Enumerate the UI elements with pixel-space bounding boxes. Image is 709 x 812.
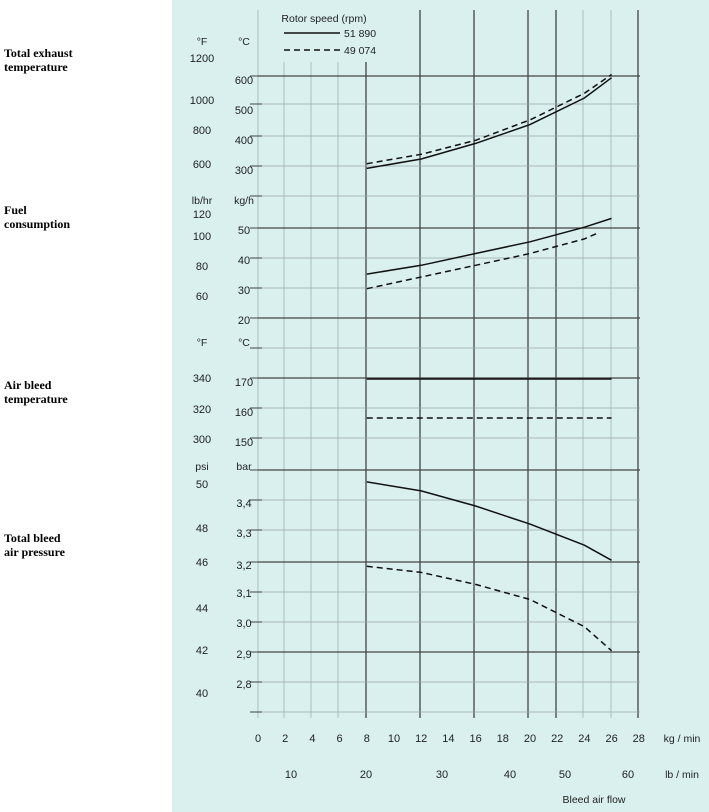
- x-tick-lb: 40: [504, 769, 516, 781]
- y-tick-right-airbleed: 150: [235, 437, 253, 449]
- y-tick-right-pressure: 2,8: [236, 679, 251, 691]
- y-tick-right-pressure: 3,4: [236, 498, 251, 510]
- x-tick-kg: 18: [497, 733, 509, 745]
- y-tick-left-airbleed: 300: [193, 434, 211, 446]
- y-tick-left-exhaust: 1200: [190, 53, 214, 65]
- y-tick-right-airbleed: 160: [235, 407, 253, 419]
- y-tick-right-pressure: 3,0: [236, 618, 251, 630]
- x-tick-kg: 6: [337, 733, 343, 745]
- x-tick-kg: 12: [415, 733, 427, 745]
- y-tick-left-pressure: 50: [196, 479, 208, 491]
- y-tick-left-exhaust: 600: [193, 159, 211, 171]
- y-tick-right-exhaust: 500: [235, 105, 253, 117]
- y-tick-left-fuel: 60: [196, 291, 208, 303]
- x-tick-lb: 60: [622, 769, 634, 781]
- y-tick-left-pressure: 48: [196, 523, 208, 535]
- legend-title: Rotor speed (rpm): [281, 13, 366, 25]
- x-axis-label: Bleed air flow: [562, 794, 625, 806]
- x-tick-kg: 20: [524, 733, 536, 745]
- series-line-pressure-dashed: [366, 565, 613, 652]
- y-unit-right-airbleed: °C: [238, 337, 250, 349]
- legend-entry-dashed: 49 074: [344, 45, 376, 57]
- series-line-fuel-solid: [366, 217, 612, 275]
- legend-entry-solid: 51 890: [344, 28, 376, 40]
- x-tick-lb: 10: [285, 769, 297, 781]
- label-air-bleed-temperature: Air bleed temperature: [4, 378, 68, 406]
- label-fuel-consumption: Fuel consumption: [4, 203, 71, 231]
- x-tick-kg: 0: [255, 733, 261, 745]
- x-tick-kg: 2: [282, 733, 288, 745]
- series-line-pressure-solid: [366, 481, 612, 561]
- y-unit-right-exhaust: °C: [238, 36, 250, 48]
- y-tick-right-exhaust: 400: [235, 135, 253, 147]
- y-tick-left-pressure: 40: [196, 688, 208, 700]
- y-unit-right-fuel: kg/h: [234, 195, 254, 207]
- y-tick-right-pressure: 3,3: [236, 528, 251, 540]
- x-tick-kg: 8: [364, 733, 370, 745]
- x-unit-lb: lb / min: [665, 769, 699, 781]
- x-tick-kg: 10: [388, 733, 400, 745]
- y-unit-left-pressure: psi: [195, 461, 208, 473]
- x-tick-lb: 20: [360, 769, 372, 781]
- y-tick-right-fuel: 20: [238, 315, 250, 327]
- y-tick-left-fuel: 120: [193, 209, 211, 221]
- y-tick-right-exhaust: 300: [235, 165, 253, 177]
- series-line-fuel-dashed: [366, 232, 599, 290]
- x-tick-kg: 22: [551, 733, 563, 745]
- y-tick-left-pressure: 42: [196, 645, 208, 657]
- x-tick-lb: 30: [436, 769, 448, 781]
- x-tick-kg: 24: [578, 733, 590, 745]
- x-unit-kg: kg / min: [664, 733, 701, 745]
- y-tick-right-exhaust: 600: [235, 75, 253, 87]
- y-tick-left-fuel: 80: [196, 261, 208, 273]
- y-unit-left-exhaust: °F: [197, 36, 208, 48]
- x-tick-lb: 50: [559, 769, 571, 781]
- chart-background: [172, 0, 709, 812]
- y-tick-right-pressure: 3,2: [236, 560, 251, 572]
- x-tick-kg: 4: [309, 733, 315, 745]
- y-tick-right-fuel: 50: [238, 225, 250, 237]
- series-line-exhaust-dashed: [366, 73, 613, 165]
- y-tick-left-pressure: 46: [196, 557, 208, 569]
- x-tick-kg: 26: [605, 733, 617, 745]
- legend-box: [272, 10, 376, 62]
- series-line-exhaust-solid: [366, 77, 613, 170]
- x-tick-kg: 14: [442, 733, 454, 745]
- y-tick-left-airbleed: 320: [193, 404, 211, 416]
- label-total-bleed-air-pressure: Total bleed air pressure: [4, 531, 66, 559]
- label-total-exhaust-temperature: Total exhaust temperature: [4, 46, 73, 74]
- x-tick-kg: 16: [469, 733, 481, 745]
- y-tick-right-pressure: 2,9: [236, 649, 251, 661]
- y-tick-left-fuel: 100: [193, 231, 211, 243]
- y-tick-right-airbleed: 170: [235, 377, 253, 389]
- y-unit-left-airbleed: °F: [197, 337, 208, 349]
- y-unit-left-fuel: lb/hr: [192, 195, 213, 207]
- y-tick-right-pressure: 3,1: [236, 588, 251, 600]
- y-tick-left-pressure: 44: [196, 603, 208, 615]
- y-unit-right-pressure: bar: [236, 461, 252, 473]
- y-tick-left-airbleed: 340: [193, 373, 211, 385]
- x-tick-kg: 28: [633, 733, 645, 745]
- y-tick-left-exhaust: 1000: [190, 95, 214, 107]
- y-tick-right-fuel: 40: [238, 255, 250, 267]
- y-tick-left-exhaust: 800: [193, 125, 211, 137]
- y-tick-right-fuel: 30: [238, 285, 250, 297]
